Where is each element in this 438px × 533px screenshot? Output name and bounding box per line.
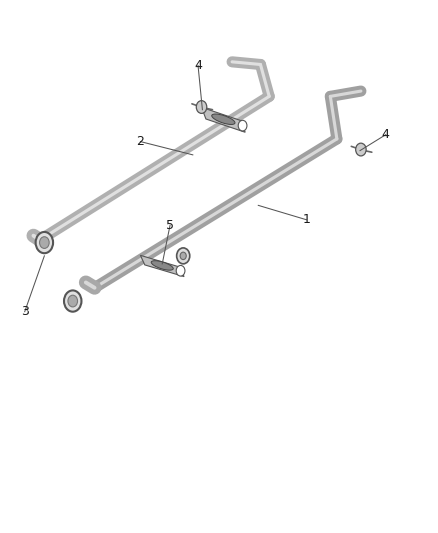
Circle shape <box>177 248 190 264</box>
Circle shape <box>196 101 207 114</box>
Circle shape <box>176 265 185 276</box>
Circle shape <box>39 237 49 248</box>
Polygon shape <box>141 255 184 277</box>
Circle shape <box>180 252 186 260</box>
Text: 3: 3 <box>21 305 28 318</box>
Circle shape <box>68 295 78 307</box>
Text: 4: 4 <box>194 59 202 72</box>
Circle shape <box>64 290 81 312</box>
Polygon shape <box>201 107 245 132</box>
Circle shape <box>238 120 247 131</box>
Text: 5: 5 <box>166 219 174 231</box>
Circle shape <box>356 143 366 156</box>
Circle shape <box>35 232 53 253</box>
Text: 1: 1 <box>302 213 310 226</box>
Ellipse shape <box>151 261 173 270</box>
Ellipse shape <box>212 114 235 125</box>
Text: 4: 4 <box>382 128 390 141</box>
Text: 2: 2 <box>137 135 145 148</box>
